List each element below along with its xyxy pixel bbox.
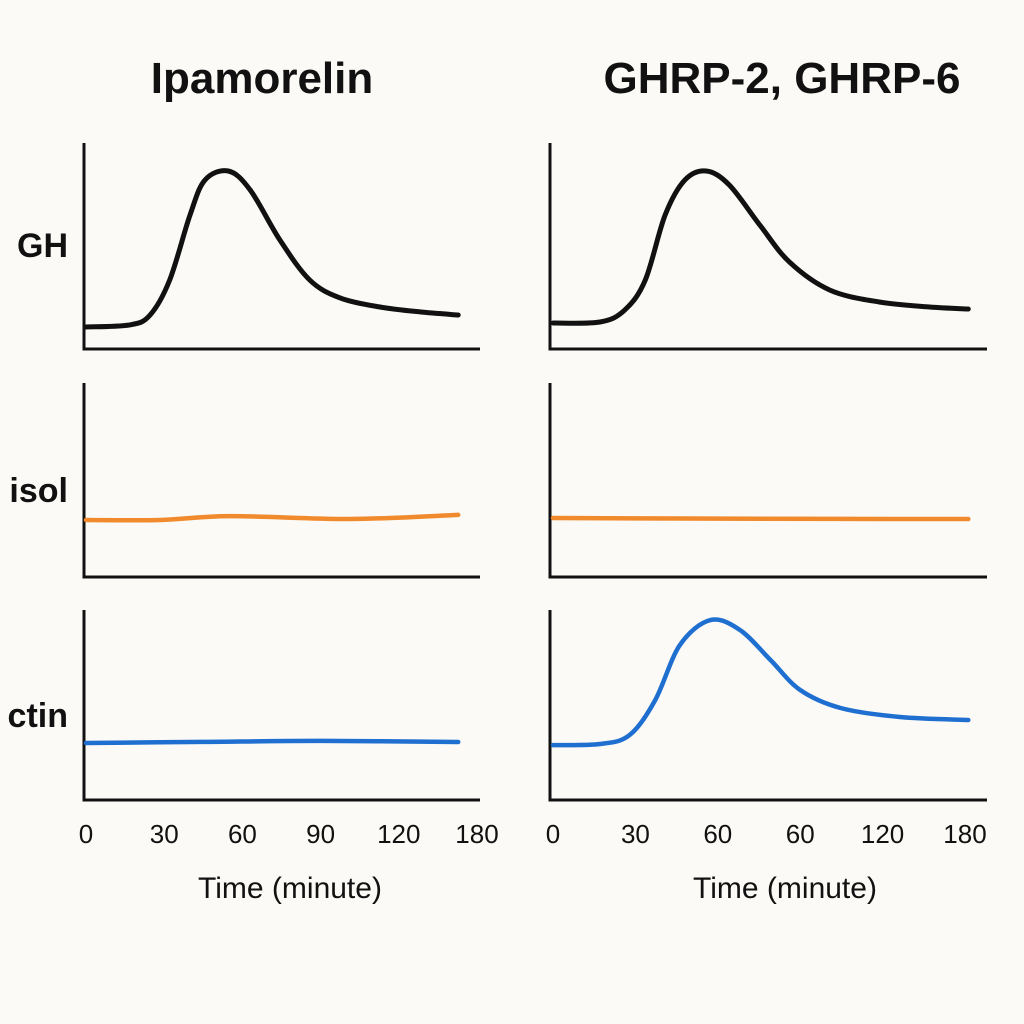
x-tick-label: 0 xyxy=(546,819,560,849)
x-tick-label: 120 xyxy=(861,819,904,849)
series-line-isol xyxy=(83,512,461,523)
series-line-isol xyxy=(550,515,971,522)
row-label-gh: GH xyxy=(17,227,68,265)
x-tick-label: 90 xyxy=(306,819,335,849)
series-line-GH xyxy=(83,168,461,330)
x-tick-label: 0 xyxy=(79,819,93,849)
x-tick-label: 60 xyxy=(228,819,257,849)
chart-title-left: Ipamorelin xyxy=(151,54,374,103)
x-tick-label: 30 xyxy=(150,819,179,849)
x-axis-label-right: Time (minute) xyxy=(693,872,877,905)
x-axis-label-left: Time (minute) xyxy=(198,872,382,905)
x-tick-label: 180 xyxy=(455,819,498,849)
chart-title-right: GHRP-2, GHRP-6 xyxy=(604,54,961,103)
series-line-ctin xyxy=(83,738,461,746)
x-tick-label: 180 xyxy=(943,819,986,849)
series-line-GH xyxy=(550,168,971,326)
row-label-cortisol: isol xyxy=(9,472,68,510)
x-tick-label: 60 xyxy=(703,819,732,849)
x-tick-label: 30 xyxy=(621,819,650,849)
row-label-prolactin: ctin xyxy=(8,697,68,735)
x-tick-label: 120 xyxy=(377,819,420,849)
x-tick-label: 60 xyxy=(786,819,815,849)
series-line-ctin xyxy=(550,617,971,748)
